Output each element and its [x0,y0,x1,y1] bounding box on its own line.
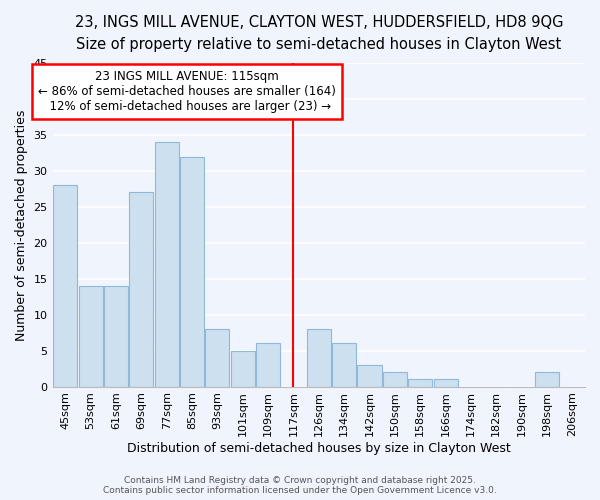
Bar [383,372,407,386]
Bar [535,372,559,386]
Bar [307,329,331,386]
Bar [256,344,280,386]
Bar [129,192,154,386]
X-axis label: Distribution of semi-detached houses by size in Clayton West: Distribution of semi-detached houses by … [127,442,511,455]
Bar [104,286,128,386]
Y-axis label: Number of semi-detached properties: Number of semi-detached properties [15,109,28,340]
Bar [155,142,179,386]
Text: Contains HM Land Registry data © Crown copyright and database right 2025.
Contai: Contains HM Land Registry data © Crown c… [103,476,497,495]
Text: 23 INGS MILL AVENUE: 115sqm
← 86% of semi-detached houses are smaller (164)
  12: 23 INGS MILL AVENUE: 115sqm ← 86% of sem… [38,70,336,114]
Bar [332,344,356,386]
Bar [434,380,458,386]
Bar [408,380,432,386]
Bar [53,186,77,386]
Title: 23, INGS MILL AVENUE, CLAYTON WEST, HUDDERSFIELD, HD8 9QG
Size of property relat: 23, INGS MILL AVENUE, CLAYTON WEST, HUDD… [74,15,563,52]
Bar [79,286,103,386]
Bar [358,365,382,386]
Bar [180,156,204,386]
Bar [230,350,255,386]
Bar [205,329,229,386]
